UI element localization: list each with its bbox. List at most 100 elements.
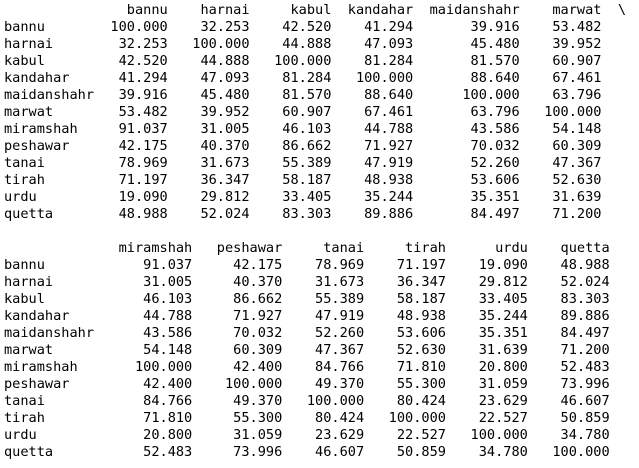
table-row: quetta 48.988 52.024 83.303 89.886 84.49…	[4, 206, 626, 223]
table-cell: 100.000	[413, 87, 520, 103]
table-cell: 35.244	[331, 189, 414, 205]
table-cell: 84.497	[413, 206, 520, 222]
table-cell: 91.037	[94, 121, 168, 137]
table-cell: 42.520	[249, 19, 332, 35]
row-label: maidanshahr	[4, 87, 95, 103]
row-label: maidanshahr	[4, 325, 95, 341]
table-row: tirah 71.197 36.347 58.187 48.938 53.606…	[4, 172, 626, 189]
table-cell: 36.347	[167, 172, 250, 188]
table-row: marwat 54.148 60.309 47.367 52.630 31.63…	[4, 342, 626, 359]
table-cell: 32.253	[94, 36, 168, 52]
table-cell: 44.888	[249, 36, 332, 52]
table-cell: 84.497	[527, 325, 610, 341]
row-label: peshawar	[4, 376, 95, 392]
table-cell: 60.309	[192, 342, 283, 358]
row-label: miramshah	[4, 359, 95, 375]
table-cell: 52.483	[94, 444, 193, 460]
table-cell: 22.527	[364, 427, 446, 443]
table-cell: 19.090	[94, 189, 168, 205]
table-cell: 100.000	[167, 36, 250, 52]
table-cell: 60.309	[519, 138, 602, 154]
table-row: tanai 78.969 31.673 55.389 47.919 52.260…	[4, 155, 626, 172]
table-cell: 71.197	[94, 172, 168, 188]
table-cell: 100.000	[192, 376, 283, 392]
table-cell: 45.480	[167, 87, 250, 103]
table-cell: 47.093	[331, 36, 414, 52]
table-row: harnai 32.253 100.000 44.888 47.093 45.4…	[4, 36, 626, 53]
column-header: urdu	[445, 240, 528, 256]
table-cell: 46.103	[94, 291, 193, 307]
row-label: kandahar	[4, 70, 95, 86]
table-cell: 47.919	[282, 308, 365, 324]
table-cell: 49.370	[282, 376, 365, 392]
table-cell: 84.766	[94, 393, 193, 409]
table-cell: 67.461	[519, 70, 602, 86]
table-cell: 100.000	[519, 104, 602, 120]
table-cell: 40.370	[167, 138, 250, 154]
table-cell: 46.607	[527, 393, 610, 409]
table-cell: 47.367	[519, 155, 602, 171]
row-label: kandahar	[4, 308, 95, 324]
table-cell: 41.294	[331, 19, 414, 35]
column-header: kandahar	[331, 2, 414, 18]
table-row: maidanshahr 43.586 70.032 52.260 53.606 …	[4, 325, 626, 342]
table-cell: 71.810	[364, 359, 446, 375]
table-cell: 89.886	[527, 308, 610, 324]
table-cell: 42.175	[192, 257, 283, 273]
table-cell: 52.260	[282, 325, 365, 341]
table-cell: 53.482	[519, 19, 602, 35]
table-cell: 52.024	[527, 274, 610, 290]
table-cell: 52.260	[413, 155, 520, 171]
table-cell: 81.570	[413, 53, 520, 69]
table-cell: 58.187	[249, 172, 332, 188]
table-row: urdu 19.090 29.812 33.405 35.244 35.351 …	[4, 189, 626, 206]
table-row: kandahar 44.788 71.927 47.919 48.938 35.…	[4, 308, 626, 325]
table-cell: 55.389	[282, 291, 365, 307]
row-label: harnai	[4, 274, 95, 290]
console-output: bannu harnai kabul kandahar maidanshahr …	[4, 2, 626, 461]
column-header: tanai	[282, 240, 365, 256]
table-cell: 47.919	[331, 155, 414, 171]
table-row: kabul 42.520 44.888 100.000 81.284 81.57…	[4, 53, 626, 70]
table-cell: 36.347	[364, 274, 446, 290]
column-header: tirah	[364, 240, 446, 256]
table-cell: 70.032	[192, 325, 283, 341]
table-cell: 70.032	[413, 138, 520, 154]
table-cell: 100.000	[249, 53, 332, 69]
table-cell: 80.424	[282, 410, 365, 426]
column-header: harnai	[167, 2, 250, 18]
table-cell: 100.000	[527, 444, 610, 460]
table-cell: 43.586	[413, 121, 520, 137]
row-label: marwat	[4, 104, 95, 120]
table-cell: 42.400	[192, 359, 283, 375]
table-cell: 71.927	[331, 138, 414, 154]
table-cell: 23.629	[445, 393, 528, 409]
table-row: maidanshahr 39.916 45.480 81.570 88.640 …	[4, 87, 626, 104]
table-row: bannu 100.000 32.253 42.520 41.294 39.91…	[4, 19, 626, 36]
gap	[601, 2, 617, 18]
table-cell: 46.103	[249, 121, 332, 137]
table-cell: 44.888	[167, 53, 250, 69]
table-cell: 31.673	[282, 274, 365, 290]
table-cell: 29.812	[167, 189, 250, 205]
index-spacer	[4, 240, 94, 256]
table-cell: 52.630	[364, 342, 446, 358]
table-cell: 100.000	[364, 410, 446, 426]
table-cell: 54.148	[94, 342, 193, 358]
table-row: kabul 46.103 86.662 55.389 58.187 33.405…	[4, 291, 626, 308]
table-row: quetta 52.483 73.996 46.607 50.859 34.78…	[4, 444, 626, 461]
table-cell: 84.766	[282, 359, 365, 375]
row-label: marwat	[4, 342, 95, 358]
table-cell: 63.796	[519, 87, 602, 103]
column-header: kabul	[249, 2, 332, 18]
table-cell: 81.284	[249, 70, 332, 86]
table-cell: 83.303	[249, 206, 332, 222]
table-cell: 33.405	[445, 291, 528, 307]
table-cell: 80.424	[364, 393, 446, 409]
table-cell: 22.527	[445, 410, 528, 426]
table-cell: 100.000	[94, 359, 193, 375]
row-label: urdu	[4, 427, 95, 443]
table-row: harnai 31.005 40.370 31.673 36.347 29.81…	[4, 274, 626, 291]
table-cell: 33.405	[249, 189, 332, 205]
table-cell: 47.367	[282, 342, 365, 358]
